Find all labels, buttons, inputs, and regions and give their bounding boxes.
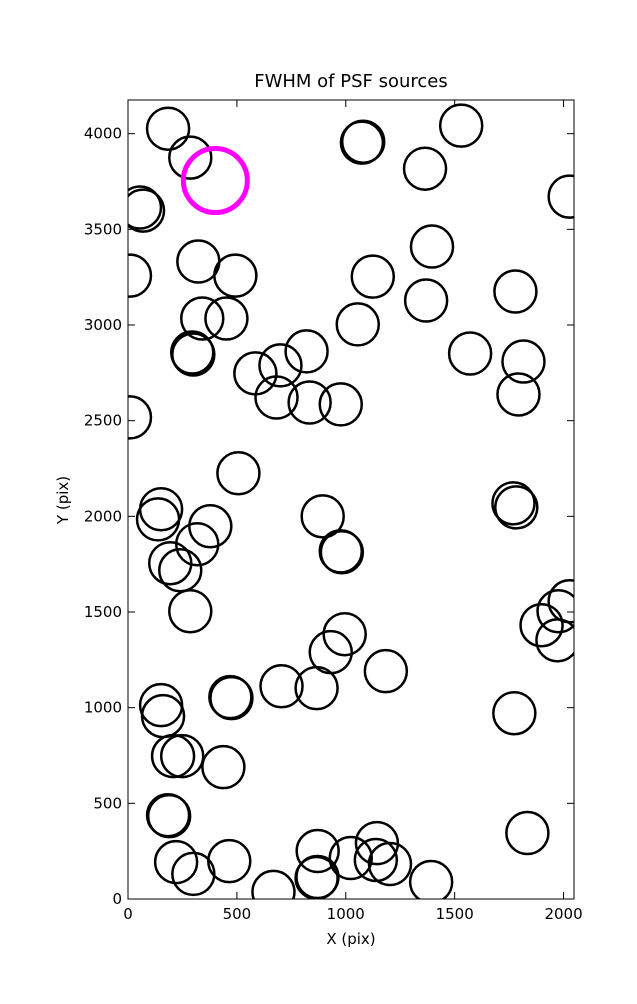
source-marker	[284, 329, 329, 374]
source-marker	[150, 733, 196, 779]
source-marker	[295, 828, 340, 874]
plot-frame	[127, 99, 575, 900]
source-marker	[158, 548, 203, 593]
source-marker	[318, 529, 364, 574]
source-marker	[171, 851, 216, 897]
source-marker	[207, 838, 252, 884]
x-axis-label: X (pix)	[326, 930, 375, 948]
y-tick-label: 1500	[84, 603, 122, 621]
source-marker	[402, 146, 448, 191]
source-marker	[367, 841, 413, 887]
source-marker	[145, 792, 191, 838]
source-marker	[335, 302, 381, 347]
source-marker	[159, 733, 205, 779]
source-marker	[287, 380, 332, 425]
plot-area	[128, 103, 574, 899]
source-marker	[403, 278, 449, 323]
source-marker	[201, 744, 246, 790]
source-marker	[128, 253, 153, 298]
source-marker	[547, 174, 574, 219]
source-marker	[328, 835, 374, 881]
source-marker	[208, 674, 253, 720]
source-marker	[168, 588, 213, 634]
x-tick-label: 1500	[436, 905, 474, 923]
source-marker	[494, 485, 539, 530]
source-marker	[216, 451, 261, 496]
source-marker	[168, 135, 213, 180]
source-marker	[547, 579, 574, 624]
source-marker	[295, 854, 340, 899]
source-marker	[501, 339, 546, 384]
source-marker	[204, 296, 249, 341]
source-marker	[447, 331, 493, 376]
source-marker	[491, 481, 536, 526]
source-marker	[128, 188, 166, 233]
source-marker	[258, 343, 303, 388]
y-tick-label: 0	[112, 890, 122, 908]
source-marker	[213, 253, 258, 298]
x-tick-label: 0	[123, 905, 133, 923]
y-tick-label: 1000	[84, 699, 122, 717]
source-marker	[147, 540, 193, 586]
source-marker	[409, 224, 455, 269]
source-marker	[496, 372, 541, 417]
y-tick-label: 3500	[84, 220, 122, 238]
y-tick-label: 2000	[84, 507, 122, 525]
source-marker	[153, 839, 199, 885]
source-marker	[176, 239, 221, 284]
source-marker	[340, 119, 386, 164]
source-marker	[188, 504, 233, 549]
source-marker	[233, 351, 278, 396]
source-marker	[128, 395, 153, 440]
source-marker	[535, 618, 574, 663]
source-marker	[128, 185, 163, 230]
source-marker	[519, 602, 564, 648]
source-marker	[318, 382, 364, 427]
chart-title: FWHM of PSF sources	[254, 71, 448, 92]
source-marker	[350, 254, 396, 299]
source-marker	[180, 146, 250, 216]
y-axis-label: Y (pix)	[54, 476, 72, 525]
source-marker	[294, 665, 339, 711]
source-marker	[493, 269, 538, 314]
source-marker	[408, 859, 454, 899]
source-marker	[145, 106, 191, 151]
source-marker	[363, 648, 409, 694]
y-tick-label: 3000	[84, 316, 122, 334]
y-tick-label: 2500	[84, 412, 122, 430]
source-marker	[492, 690, 537, 736]
source-marker	[135, 497, 181, 542]
source-marker	[169, 330, 215, 375]
source-marker	[254, 375, 299, 420]
source-marker	[300, 494, 345, 539]
x-tick-label: 2000	[544, 905, 582, 923]
source-marker	[259, 663, 304, 709]
source-marker	[536, 588, 574, 634]
x-tick-label: 500	[223, 905, 252, 923]
source-marker	[180, 296, 225, 341]
source-marker	[251, 869, 296, 899]
x-tick-label: 1000	[327, 905, 365, 923]
source-marker	[505, 810, 550, 856]
source-marker	[322, 611, 367, 657]
y-tick-label: 4000	[84, 125, 122, 143]
y-tick-label: 500	[93, 794, 122, 812]
source-marker	[354, 820, 400, 866]
source-marker	[438, 103, 484, 148]
